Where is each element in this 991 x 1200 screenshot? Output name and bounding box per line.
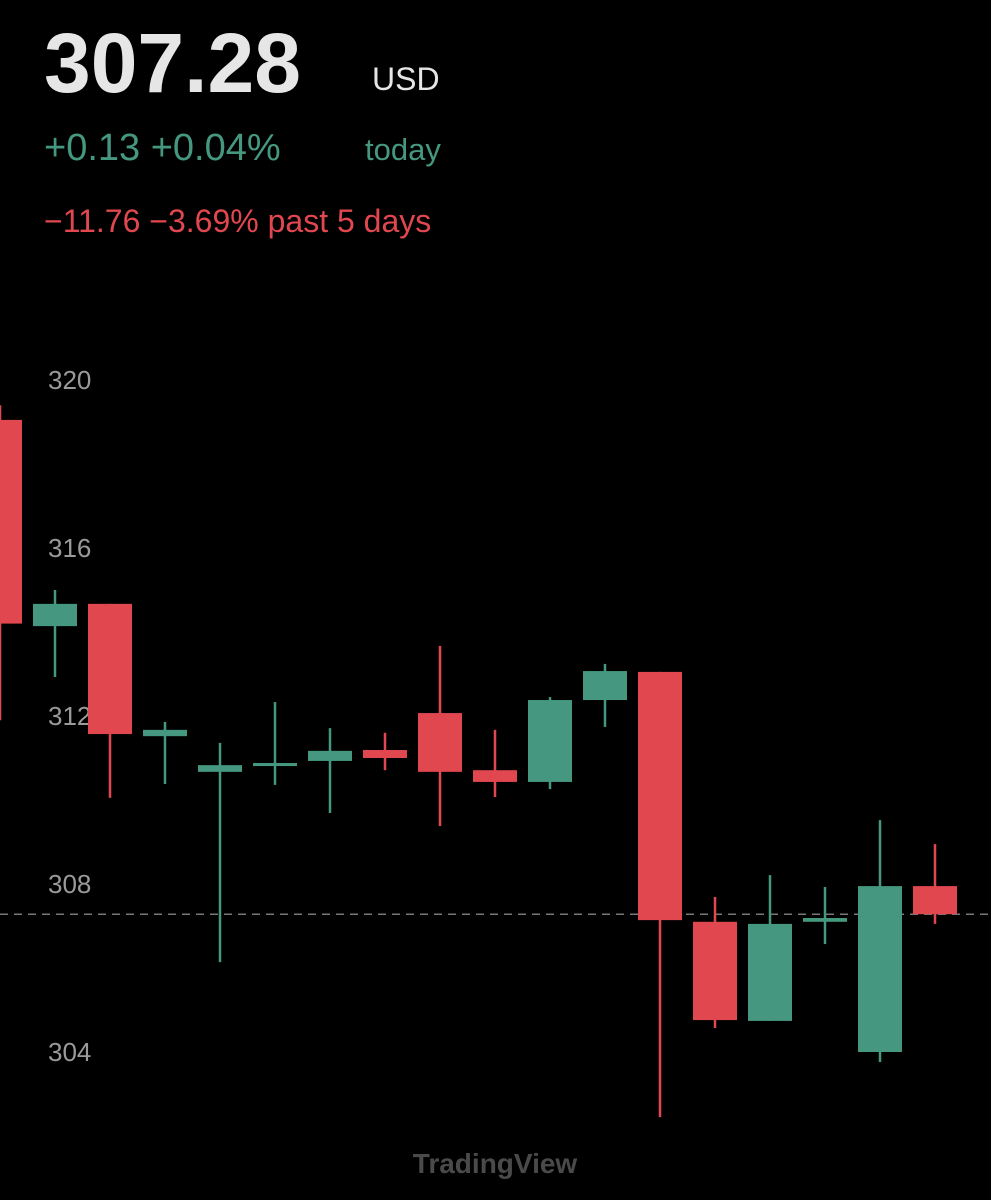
- candle-body: [308, 750, 352, 761]
- chart: 304 308 312 316 320: [0, 365, 991, 1118]
- y-tick-label: 308: [48, 869, 91, 899]
- y-tick-label: 320: [48, 365, 91, 395]
- y-tick-label: 316: [48, 533, 91, 563]
- candle-body: [88, 603, 132, 735]
- candle-body: [143, 729, 187, 737]
- today-label: today: [365, 132, 441, 167]
- candle-body: [803, 918, 847, 922]
- price: 307.28: [44, 16, 301, 110]
- candle-body: [693, 921, 737, 1021]
- candle-body: [33, 603, 77, 627]
- candle-body: [583, 671, 627, 701]
- candle-body: [363, 750, 407, 758]
- candle-body: [198, 765, 242, 772]
- candle-body: [253, 763, 297, 767]
- candle-body: [638, 671, 682, 921]
- candle-body: [748, 923, 792, 1021]
- candle-body: [858, 886, 902, 1052]
- y-tick-label: 312: [48, 701, 91, 731]
- candle-body: [418, 713, 462, 772]
- change-5d: −11.76 −3.69% past 5 days: [44, 203, 431, 239]
- currency: USD: [372, 61, 440, 97]
- change-today: +0.13 +0.04%: [44, 127, 281, 169]
- candle-body: [528, 700, 572, 782]
- y-tick-label: 304: [48, 1037, 91, 1067]
- candle-body: [473, 770, 517, 782]
- candle-body: [0, 419, 22, 624]
- watermark: TradingView: [413, 1148, 578, 1179]
- candle-body: [913, 886, 957, 915]
